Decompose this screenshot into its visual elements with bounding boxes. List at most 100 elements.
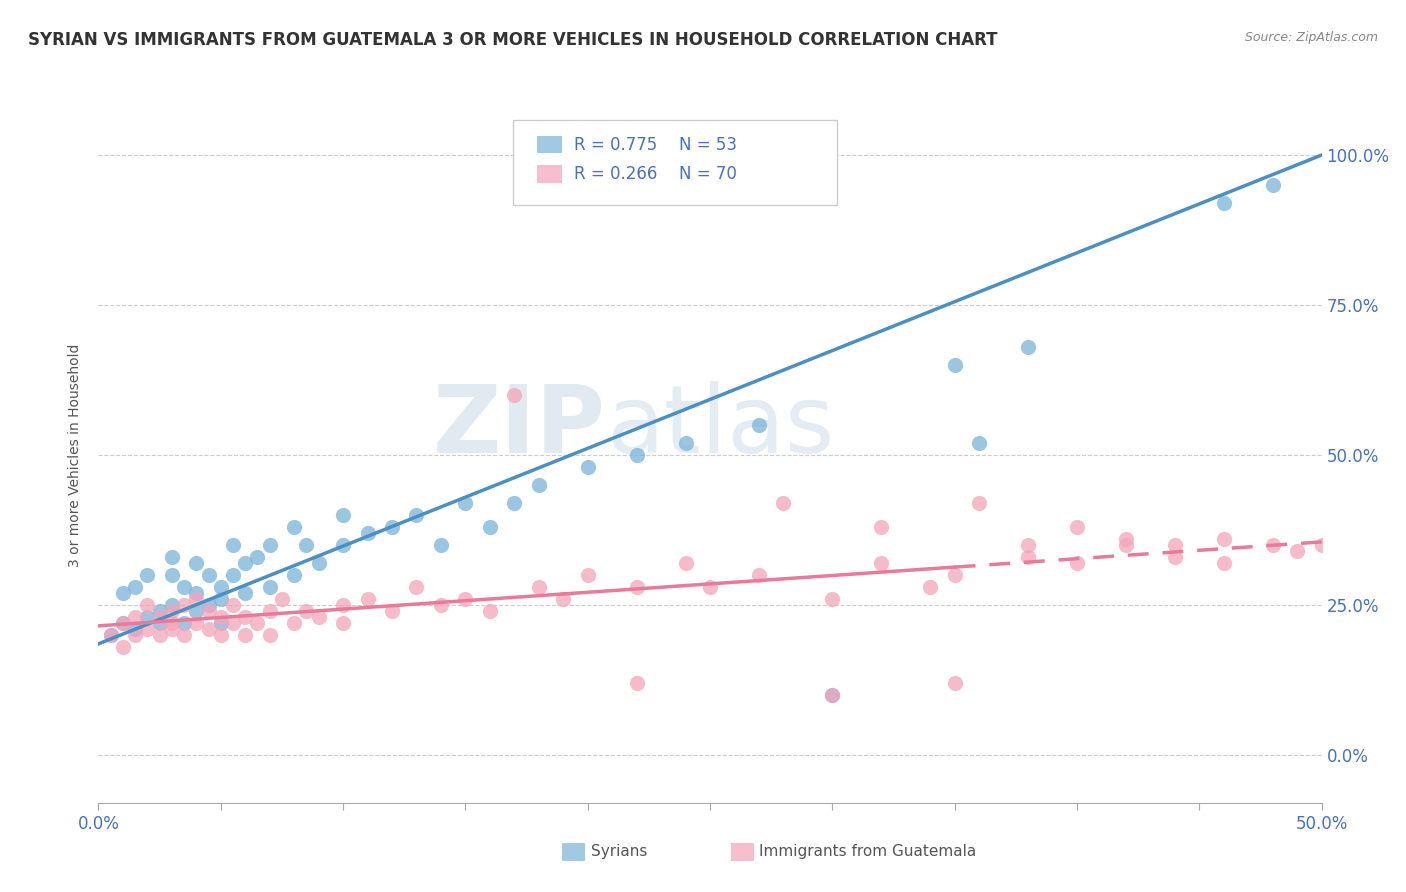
Point [197, 598, 219, 612]
Point [124, 628, 146, 642]
Point [197, 622, 219, 636]
Point [111, 615, 134, 630]
Point [186, 591, 208, 606]
Text: Immigrants from Guatemala: Immigrants from Guatemala [759, 845, 977, 859]
Point [173, 628, 195, 642]
Point [1261, 538, 1284, 552]
Text: N = 53: N = 53 [679, 136, 737, 153]
Point [821, 688, 844, 702]
Text: R = 0.775: R = 0.775 [574, 136, 657, 153]
Point [111, 640, 134, 654]
Point [222, 538, 245, 552]
Point [149, 604, 172, 618]
Point [454, 496, 477, 510]
Point [1017, 340, 1039, 354]
Point [772, 496, 794, 510]
Point [160, 567, 183, 582]
Point [100, 628, 122, 642]
Point [259, 604, 281, 618]
Point [209, 628, 232, 642]
Point [430, 538, 453, 552]
Point [160, 604, 183, 618]
Point [675, 556, 697, 570]
Point [967, 436, 990, 450]
Point [478, 604, 501, 618]
Point [332, 538, 354, 552]
Point [111, 615, 134, 630]
Point [1212, 532, 1234, 546]
Point [699, 580, 721, 594]
Point [943, 567, 966, 582]
Point [675, 436, 697, 450]
Point [233, 556, 256, 570]
Point [209, 615, 232, 630]
Point [1115, 538, 1137, 552]
Point [332, 508, 354, 522]
Point [100, 628, 122, 642]
Point [1164, 549, 1187, 564]
Point [160, 615, 183, 630]
Point [173, 580, 195, 594]
Text: atlas: atlas [606, 381, 834, 473]
Point [308, 556, 330, 570]
Point [246, 615, 269, 630]
Point [1017, 549, 1039, 564]
Point [527, 580, 550, 594]
Point [1310, 538, 1333, 552]
Point [197, 604, 219, 618]
Point [576, 567, 599, 582]
Point [124, 610, 146, 624]
Point [209, 591, 232, 606]
Point [1261, 178, 1284, 192]
Point [136, 598, 159, 612]
Point [748, 567, 770, 582]
Point [149, 628, 172, 642]
Text: R = 0.266: R = 0.266 [574, 165, 657, 183]
Point [295, 538, 318, 552]
Point [160, 549, 183, 564]
Point [186, 586, 208, 600]
Point [259, 538, 281, 552]
Point [332, 615, 354, 630]
Point [222, 615, 245, 630]
Point [197, 567, 219, 582]
Point [870, 520, 893, 534]
Point [124, 580, 146, 594]
Point [943, 358, 966, 372]
Text: Syrians: Syrians [591, 845, 647, 859]
Point [246, 549, 269, 564]
Point [136, 622, 159, 636]
Point [295, 604, 318, 618]
Point [405, 508, 427, 522]
Point [821, 688, 844, 702]
Point [209, 610, 232, 624]
Point [748, 417, 770, 432]
Point [186, 556, 208, 570]
Point [283, 615, 305, 630]
Point [503, 388, 526, 402]
Text: N = 70: N = 70 [679, 165, 737, 183]
Point [503, 496, 526, 510]
Point [454, 591, 477, 606]
Point [283, 520, 305, 534]
Point [1066, 520, 1088, 534]
Point [381, 604, 404, 618]
Point [124, 622, 146, 636]
Text: Source: ZipAtlas.com: Source: ZipAtlas.com [1244, 31, 1378, 45]
Point [1212, 556, 1234, 570]
Point [259, 580, 281, 594]
Point [920, 580, 942, 594]
Point [233, 628, 256, 642]
Point [149, 615, 172, 630]
Point [149, 610, 172, 624]
Point [1066, 556, 1088, 570]
Point [173, 615, 195, 630]
Point [173, 598, 195, 612]
Point [1212, 196, 1234, 211]
Point [1017, 538, 1039, 552]
Point [222, 567, 245, 582]
Point [233, 586, 256, 600]
Point [381, 520, 404, 534]
Point [111, 586, 134, 600]
Point [626, 580, 648, 594]
